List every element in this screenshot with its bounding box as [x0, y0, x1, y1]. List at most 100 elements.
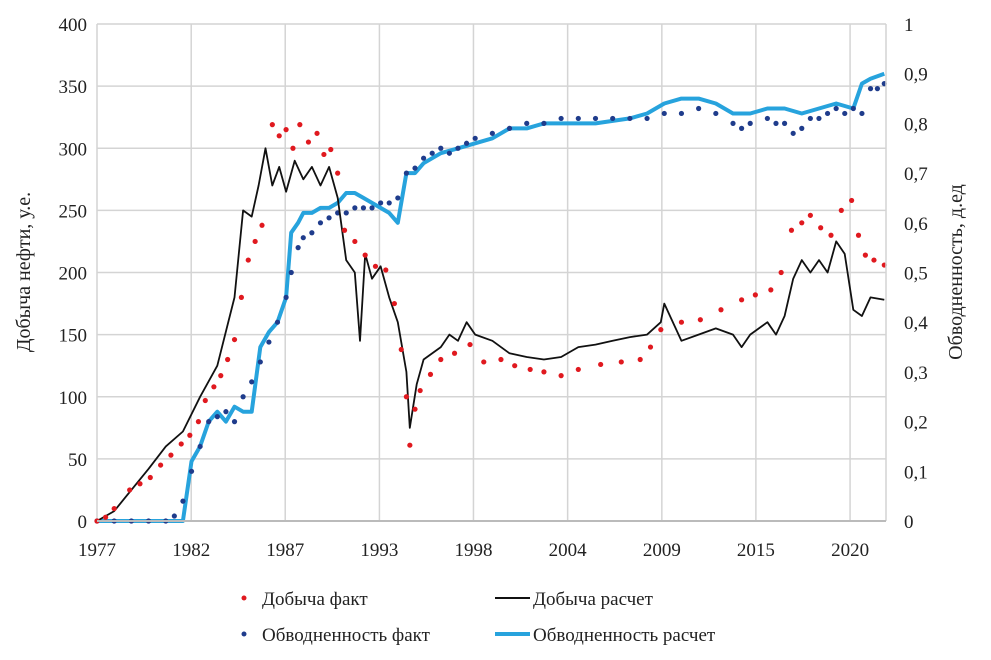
data-point-oil-fact — [697, 317, 703, 323]
y2-tick-label: 0,8 — [904, 114, 928, 135]
data-point-watercut-fact — [412, 165, 418, 171]
data-point-watercut-fact — [309, 230, 315, 236]
y2-tick-label: 0,2 — [904, 413, 928, 434]
data-point-watercut-fact — [790, 130, 796, 136]
data-point-oil-fact — [225, 356, 231, 363]
data-point-oil-fact — [218, 373, 224, 379]
x-tick-label: 1987 — [266, 540, 304, 561]
data-point-oil-fact — [352, 238, 358, 245]
data-point-watercut-fact — [842, 110, 848, 117]
series-line-watercut-calc — [97, 71, 885, 523]
data-point-oil-fact — [245, 257, 251, 263]
data-point-watercut-fact — [489, 130, 495, 136]
data-point-watercut-fact — [274, 319, 281, 325]
data-point-watercut-fact — [429, 150, 435, 156]
x-tick-label: 1993 — [360, 540, 398, 561]
x-tick-label: 1998 — [454, 540, 492, 561]
y-tick-label: 100 — [59, 388, 88, 409]
data-point-oil-fact — [102, 514, 109, 520]
data-point-oil-fact — [252, 238, 258, 245]
data-point-oil-fact — [862, 252, 868, 258]
y2-tick-label: 0,5 — [904, 264, 928, 285]
data-point-watercut-fact — [824, 110, 831, 117]
data-point-oil-fact — [451, 350, 458, 356]
y-tick-label: 200 — [59, 264, 88, 285]
data-point-watercut-fact — [326, 215, 332, 221]
data-point-oil-fact — [658, 327, 664, 333]
legend-swatch-oil-fact — [241, 595, 247, 601]
data-point-oil-fact — [111, 505, 117, 512]
data-point-watercut-fact — [288, 269, 294, 276]
data-point-watercut-fact — [180, 498, 186, 504]
data-point-watercut-fact — [575, 115, 581, 122]
data-point-watercut-fact — [283, 294, 289, 300]
data-point-oil-fact — [637, 356, 643, 363]
data-point-oil-fact — [417, 387, 423, 394]
data-point-watercut-fact — [343, 210, 349, 216]
data-point-watercut-fact — [850, 105, 856, 112]
data-point-watercut-fact — [713, 110, 719, 117]
y2-tick-label: 0,9 — [904, 65, 928, 86]
y-axis-title: Добыча нефти, у.е. — [13, 192, 35, 352]
data-point-watercut-fact — [421, 155, 427, 161]
data-point-watercut-fact — [506, 125, 513, 131]
data-point-watercut-fact — [386, 200, 392, 206]
data-point-watercut-fact — [592, 115, 599, 122]
data-point-oil-fact — [412, 406, 418, 412]
y-tick-label: 50 — [68, 450, 87, 471]
data-point-oil-fact — [290, 145, 296, 151]
data-point-oil-fact — [362, 252, 368, 258]
data-point-oil-fact — [403, 394, 410, 400]
data-point-oil-fact — [231, 336, 238, 343]
data-point-oil-fact — [752, 292, 758, 298]
data-point-watercut-fact — [610, 115, 616, 122]
data-point-oil-fact — [398, 346, 404, 353]
data-point-oil-fact — [187, 432, 193, 438]
data-point-oil-fact — [818, 225, 824, 231]
data-point-oil-fact — [328, 146, 334, 153]
data-point-watercut-fact — [231, 419, 238, 425]
data-point-oil-fact — [427, 371, 434, 377]
data-point-watercut-fact — [524, 120, 530, 126]
data-point-oil-fact — [314, 130, 320, 136]
y-tick-label: 0 — [78, 512, 88, 533]
data-point-oil-fact — [211, 384, 217, 390]
marks — [94, 71, 887, 524]
data-point-oil-fact — [438, 356, 444, 363]
data-point-oil-fact — [341, 227, 348, 233]
data-point-oil-fact — [467, 341, 473, 348]
data-point-oil-fact — [527, 366, 533, 373]
data-point-watercut-fact — [352, 205, 358, 211]
data-point-watercut-fact — [730, 120, 736, 126]
y2-tick-label: 0,6 — [904, 214, 928, 235]
data-point-watercut-fact — [696, 105, 702, 112]
legend-label-oil-calc: Добыча расчет — [533, 589, 654, 610]
data-point-oil-fact — [739, 297, 745, 303]
data-point-watercut-fact — [463, 140, 470, 146]
x-tick-label: 2020 — [831, 540, 869, 561]
y2-tick-label: 0,3 — [904, 363, 928, 384]
data-point-watercut-fact — [558, 115, 564, 122]
data-point-oil-fact — [202, 397, 208, 404]
data-point-oil-fact — [283, 127, 289, 133]
data-point-oil-fact — [575, 366, 581, 373]
y2-tick-label: 0,7 — [904, 164, 928, 185]
y2-tick-label: 1 — [904, 15, 914, 36]
data-point-watercut-fact — [833, 105, 839, 112]
data-point-watercut-fact — [206, 419, 212, 425]
data-point-watercut-fact — [295, 245, 301, 251]
data-point-watercut-fact — [627, 115, 633, 122]
data-point-oil-fact — [168, 452, 174, 458]
y-tick-label: 150 — [59, 326, 88, 347]
data-point-oil-fact — [828, 232, 834, 238]
data-point-oil-fact — [158, 462, 164, 468]
y-tick-label: 400 — [59, 15, 88, 36]
grid — [96, 23, 886, 522]
data-point-watercut-fact — [678, 110, 685, 117]
data-point-oil-fact — [541, 369, 547, 375]
data-point-oil-fact — [276, 133, 282, 139]
data-point-watercut-fact — [816, 115, 822, 122]
data-point-oil-fact — [407, 442, 413, 448]
series-line-oil-calc — [96, 147, 885, 522]
data-point-oil-fact — [678, 319, 685, 325]
